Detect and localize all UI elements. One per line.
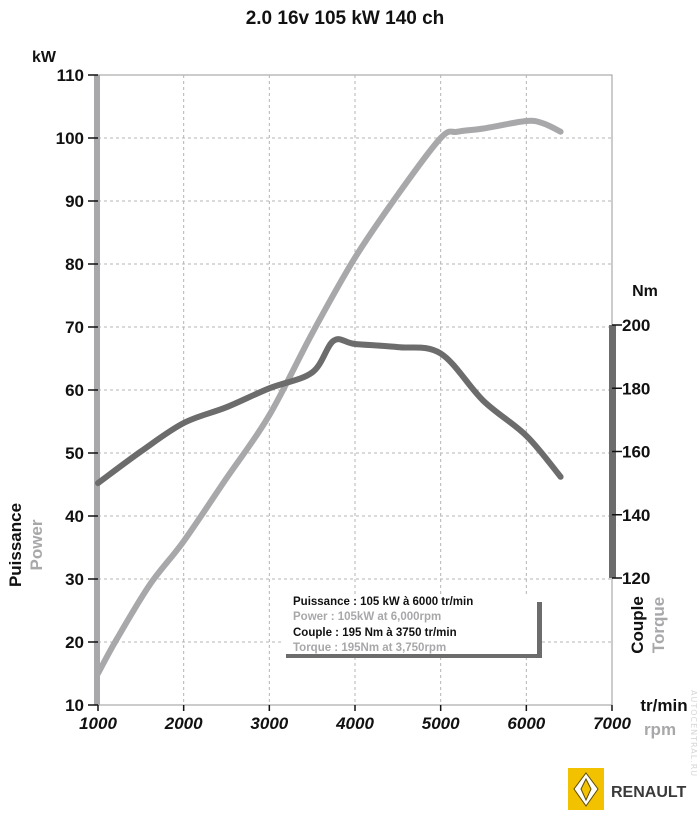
x-axis-unit-fr: tr/min xyxy=(640,696,687,715)
left-tick-label: 60 xyxy=(65,381,84,400)
brand-name: RENAULT xyxy=(611,784,686,801)
x-axis-ticks: 1000 2000 3000 4000 5000 6000 7000 xyxy=(79,705,631,733)
right-axis-label-en: Torque xyxy=(649,597,668,653)
watermark: AUTOCENTRAL.RU xyxy=(689,690,698,778)
grid xyxy=(98,75,612,705)
left-tick-label: 80 xyxy=(65,255,84,274)
logo-diamond-icon xyxy=(573,772,599,807)
right-tick-label: 140 xyxy=(622,506,650,525)
left-axis-label-en: Power xyxy=(27,519,46,570)
legend-line-torque-fr: Couple : 195 Nm à 3750 tr/min xyxy=(293,627,457,639)
x-tick-label: 7000 xyxy=(593,714,631,733)
chart-title: 2.0 16v 105 kW 140 ch xyxy=(246,8,445,29)
renault-logo: RENAULT xyxy=(568,768,686,810)
left-axis-unit: kW xyxy=(32,49,57,66)
right-axis-ticks: 120 140 160 180 200 xyxy=(612,316,650,588)
legend-line-power-fr: Puissance : 105 kW à 6000 tr/min xyxy=(293,596,473,608)
right-axis-unit: Nm xyxy=(632,283,658,300)
legend-line-power-en: Power : 105kW at 6,000rpm xyxy=(293,611,441,623)
legend-box xyxy=(281,597,537,654)
x-tick-label: 2000 xyxy=(164,714,203,733)
x-tick-label: 1000 xyxy=(79,714,117,733)
left-tick-label: 100 xyxy=(56,129,84,148)
left-tick-label: 10 xyxy=(65,696,84,715)
left-tick-label: 50 xyxy=(65,444,84,463)
series-power-line xyxy=(95,117,564,677)
legend-line-torque-en: Torque : 195Nm at 3,750rpm xyxy=(293,642,446,654)
left-tick-label: 40 xyxy=(65,507,84,526)
left-axis-label-fr: Puissance xyxy=(6,503,25,587)
right-tick-label: 160 xyxy=(622,443,650,462)
legend: Puissance : 105 kW à 6000 tr/min Power :… xyxy=(281,596,542,658)
left-tick-label: 110 xyxy=(57,66,84,85)
right-tick-label: 200 xyxy=(622,316,650,335)
x-tick-label: 3000 xyxy=(250,714,288,733)
x-axis-unit-en: rpm xyxy=(644,720,676,739)
right-tick-label: 180 xyxy=(622,379,650,398)
x-tick-label: 4000 xyxy=(335,714,374,733)
series-torque-line xyxy=(95,336,564,487)
right-axis-label-fr: Couple xyxy=(628,596,647,654)
left-tick-label: 70 xyxy=(65,318,84,337)
x-tick-label: 5000 xyxy=(422,714,460,733)
left-tick-label: 20 xyxy=(65,633,84,652)
right-tick-label: 120 xyxy=(622,569,650,588)
left-tick-label: 90 xyxy=(65,192,84,211)
left-tick-label: 30 xyxy=(65,570,84,589)
left-axis-ticks: 10 20 30 40 50 60 70 80 90 100 110 xyxy=(56,66,98,715)
x-tick-label: 6000 xyxy=(507,714,545,733)
